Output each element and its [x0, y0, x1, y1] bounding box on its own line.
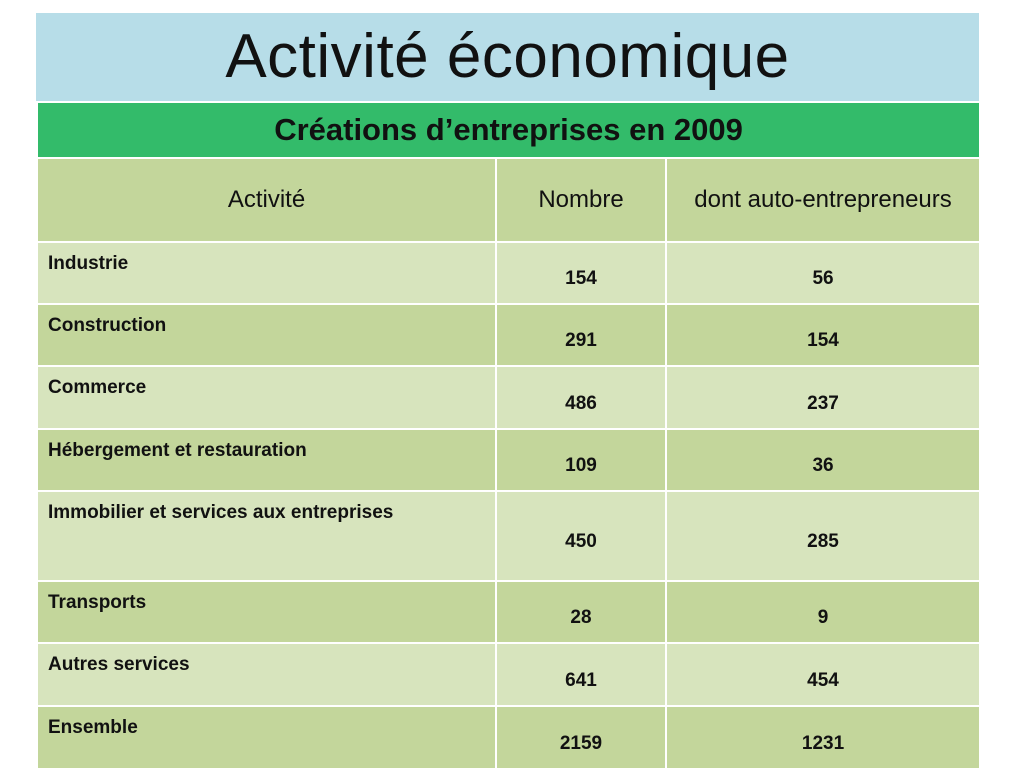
column-header-auto-entrepreneurs: dont auto-entrepreneurs — [664, 157, 982, 243]
row-auto-count: 9 — [664, 580, 982, 644]
table-row: Hébergement et restauration 109 36 — [36, 428, 982, 492]
row-auto-count: 237 — [664, 365, 982, 430]
table-header-row: Activité Nombre dont auto-entrepreneurs — [36, 157, 982, 243]
row-count: 154 — [495, 241, 667, 305]
row-count: 2159 — [495, 705, 667, 768]
row-auto-count: 454 — [664, 642, 982, 707]
column-header-activity: Activité — [36, 157, 497, 243]
row-label: Commerce — [36, 365, 497, 430]
table-row: Autres services 641 454 — [36, 642, 982, 707]
row-label: Ensemble — [36, 705, 497, 768]
row-label: Hébergement et restauration — [36, 428, 497, 492]
table-row-total: Ensemble 2159 1231 — [36, 705, 982, 768]
table-row: Commerce 486 237 — [36, 365, 982, 430]
row-count: 641 — [495, 642, 667, 707]
row-label: Autres services — [36, 642, 497, 707]
row-label: Transports — [36, 580, 497, 644]
row-label: Industrie — [36, 241, 497, 305]
table-row: Transports 28 9 — [36, 580, 982, 644]
row-auto-count: 1231 — [664, 705, 982, 768]
row-auto-count: 56 — [664, 241, 982, 305]
slide-title: Activité économique — [225, 22, 790, 91]
table-row: Construction 291 154 — [36, 303, 982, 367]
table-row: Immobilier et services aux entreprises 4… — [36, 490, 982, 582]
table-row: Industrie 154 56 — [36, 241, 982, 305]
row-auto-count: 36 — [664, 428, 982, 492]
row-count: 291 — [495, 303, 667, 367]
row-auto-count: 285 — [664, 490, 982, 582]
title-banner: Activité économique — [36, 13, 979, 101]
row-label: Construction — [36, 303, 497, 367]
business-creation-table: Créations d’entreprises en 2009 Activité… — [35, 101, 982, 768]
row-count: 109 — [495, 428, 667, 492]
row-auto-count: 154 — [664, 303, 982, 367]
row-count: 28 — [495, 580, 667, 644]
row-count: 486 — [495, 365, 667, 430]
row-count: 450 — [495, 490, 667, 582]
column-header-count: Nombre — [495, 157, 667, 243]
table-caption: Créations d’entreprises en 2009 — [35, 101, 982, 159]
row-label: Immobilier et services aux entreprises — [36, 490, 497, 582]
table-caption-row: Créations d’entreprises en 2009 — [35, 101, 982, 159]
